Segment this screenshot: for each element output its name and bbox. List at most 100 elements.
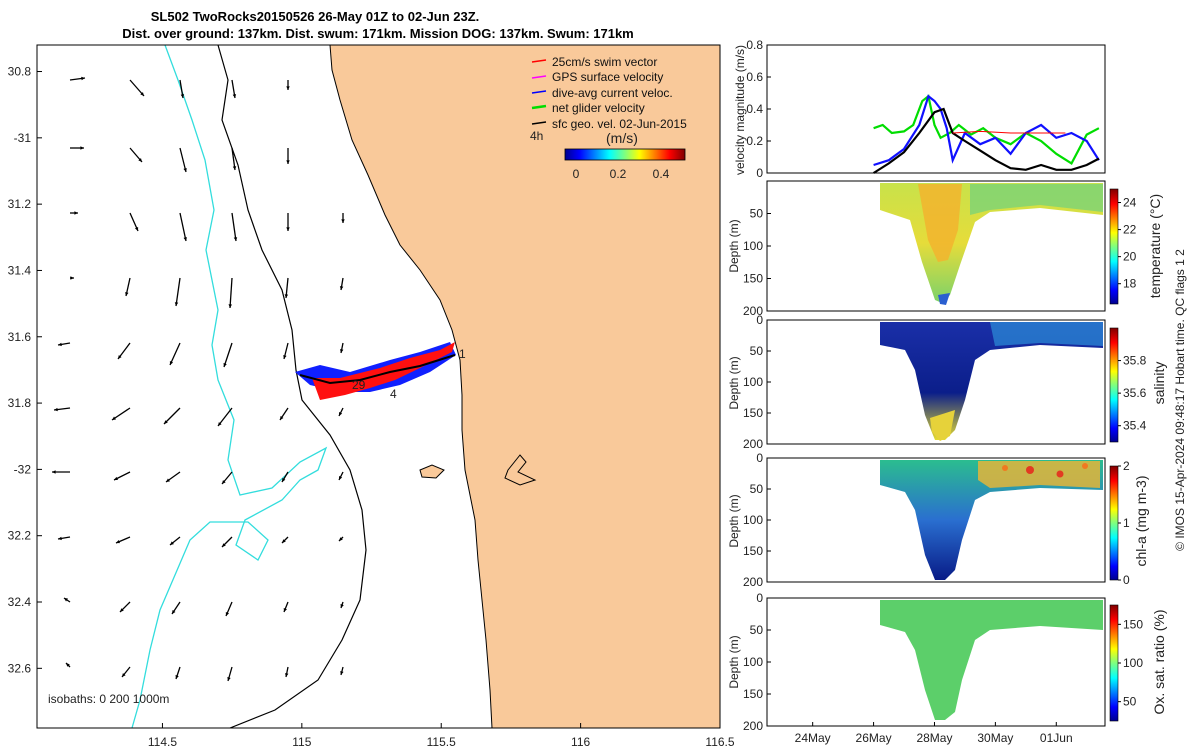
sfc-velocity-arrowhead: [340, 671, 344, 675]
sfc-velocity-arrowhead: [339, 286, 344, 290]
footer-stamp: © IMOS 15-Apr-2024 09:48:17 Hobart time.…: [1173, 249, 1187, 551]
oxygen-y-tick-label: 100: [743, 655, 763, 669]
salinity-y-ticks: 0 50 100 150 200: [743, 313, 771, 451]
chla-cbar-tick-label: 2: [1123, 459, 1130, 473]
sfc-velocity-arrow: [169, 342, 181, 366]
salinity-cbar-label: salinity: [1151, 362, 1167, 405]
temperature-cbar-ticks: 18 20 22 24: [1118, 196, 1137, 291]
sfc-velocity-arrowhead: [114, 476, 118, 480]
sfc-velocity-arrowhead: [74, 211, 78, 215]
velocity-series-line: [873, 94, 1100, 165]
map-x-tick-label: 115: [292, 735, 311, 749]
oxygen-cbar-tick-label: 100: [1123, 656, 1143, 670]
sfc-velocity-arrowhead: [70, 276, 74, 280]
chla-field: [880, 460, 1103, 580]
oxygen-y-tick-label: 50: [750, 623, 764, 637]
sfc-velocity-arrowhead: [283, 608, 287, 612]
temperature-cool-bottom: [938, 293, 950, 305]
land-polygon: [329, 45, 720, 728]
time-x-tick-label: 28May: [916, 731, 952, 745]
temperature-cbar-tick-label: 18: [1123, 277, 1137, 291]
speed-cbar-tick-2: 0.4: [653, 167, 670, 181]
sfc-velocity-arrowhead: [223, 363, 227, 367]
glider-track: 1 29 4: [295, 342, 466, 401]
oxygen-cbar-ticks: 50 100 150: [1118, 617, 1143, 709]
map-y-tick-label: 30.8: [8, 65, 32, 79]
sfc-velocity-arrow: [163, 407, 181, 425]
sfc-velocity-arrowhead: [228, 304, 232, 308]
sfc-velocity-arrowhead: [80, 146, 84, 150]
chla-cbar-tick-label: 0: [1123, 573, 1130, 587]
map-x-tick-label: 114.5: [148, 735, 177, 749]
sfc-velocity-arrowhead: [282, 478, 286, 482]
time-x-tick-label: 26May: [856, 731, 892, 745]
sfc-velocity-arrowhead: [286, 86, 290, 90]
temperature-ylabel: Depth (m): [727, 219, 741, 272]
sfc-velocity-arrowhead: [183, 237, 187, 241]
sfc-velocity-arrowhead: [341, 219, 345, 223]
temperature-y-tick-label: 150: [743, 272, 763, 286]
map-y-tick-label: 32.2: [8, 529, 32, 543]
sfc-velocity-arrowhead: [232, 94, 237, 98]
island-1: [419, 464, 445, 479]
legend-entry-dive-avg: dive-avg current veloc.: [531, 86, 673, 100]
oxygen-y-tick-label: 200: [743, 719, 763, 733]
sfc-velocity-arrow: [229, 277, 233, 309]
sfc-velocity-arrowhead: [58, 342, 62, 347]
sfc-velocity-arrowhead: [134, 227, 139, 231]
time-x-tick-label: 01Jun: [1040, 731, 1073, 745]
chla-y-ticks: 0 50 100 150 200: [743, 451, 771, 589]
chla-y-tick-label: 150: [743, 544, 763, 558]
sfc-velocity-arrowhead: [66, 663, 70, 667]
time-x-tick-label: 24May: [795, 731, 831, 745]
sfc-velocity-arrowhead: [283, 355, 287, 359]
svg-text:GPS surface velocity: GPS surface velocity: [552, 70, 663, 84]
sfc-velocity-arrowhead: [233, 237, 238, 241]
oxygen-y-ticks: 0 50 100 150 200: [743, 591, 771, 733]
speed-unit-label: (m/s): [606, 130, 638, 146]
sfc-velocity-arrow: [223, 342, 233, 368]
island-2: [504, 454, 537, 486]
sfc-velocity-arrowhead: [340, 604, 344, 608]
sfc-velocity-arrowhead: [284, 294, 289, 298]
sfc-velocity-arrowhead: [120, 608, 124, 612]
sfc-velocity-arrowhead: [52, 470, 56, 474]
velocity-ylabel: velocity magnitude (m/s): [733, 45, 747, 175]
temperature-colorbar: [1109, 188, 1119, 305]
salinity-panel: 0 50 100 150 200 Depth (m) 35.4 35.6 35.8 sali…: [727, 313, 1167, 451]
chla-surface-high: [978, 461, 1100, 488]
temperature-panel: 50 100 150 200 Depth (m) 18 20 22 24 temperatu…: [727, 180, 1163, 318]
salinity-surface-band: [990, 322, 1103, 346]
velocity-y-tick-label: 0.4: [746, 102, 763, 116]
sfc-velocity-arrowhead: [280, 416, 284, 420]
oxygen-y-tick-label: 150: [743, 687, 763, 701]
sfc-velocity-arrow: [179, 212, 187, 242]
sfc-velocity-arrowhead: [169, 361, 174, 365]
map-x-ticks: 114.5 115 115.5 116 116.5: [148, 723, 735, 749]
legend-entry-gps-velocity: GPS surface velocity: [531, 70, 663, 84]
velocity-series-line: [873, 107, 1100, 174]
temperature-surface-band: [970, 184, 1103, 215]
sfc-velocity-arrowhead: [172, 610, 176, 614]
velocity-series: [873, 94, 1100, 174]
oxygen-panel: 0 50 100 150 200 Depth (m) 50 100 150 Ox. sat.…: [727, 591, 1167, 745]
oxygen-y-tick-label: 0: [756, 591, 763, 605]
velocity-series-line: [873, 94, 1100, 167]
sfc-velocity-arrowhead: [222, 480, 226, 484]
sfc-velocity-arrowhead: [175, 675, 179, 679]
sfc-velocity-arrowhead: [64, 598, 68, 602]
map-y-tick-label: -31: [14, 131, 32, 145]
salinity-y-tick-label: 0: [756, 313, 763, 327]
chart-title-line2: Dist. over ground: 137km. Dist. swum: 17…: [122, 26, 634, 41]
sfc-velocity-arrowhead: [140, 92, 144, 96]
sfc-velocity-arrowhead: [170, 541, 174, 545]
sfc-velocity-arrowhead: [164, 420, 168, 424]
salinity-bottom-high: [930, 410, 955, 441]
oxygen-cbar-tick-label: 150: [1123, 617, 1143, 631]
sfc-velocity-arrowhead: [232, 166, 237, 170]
salinity-y-tick-label: 100: [743, 375, 763, 389]
sfc-velocity-arrow: [175, 277, 181, 307]
oxygen-ylabel: Depth (m): [727, 635, 741, 688]
sfc-velocity-arrowhead: [340, 349, 344, 353]
